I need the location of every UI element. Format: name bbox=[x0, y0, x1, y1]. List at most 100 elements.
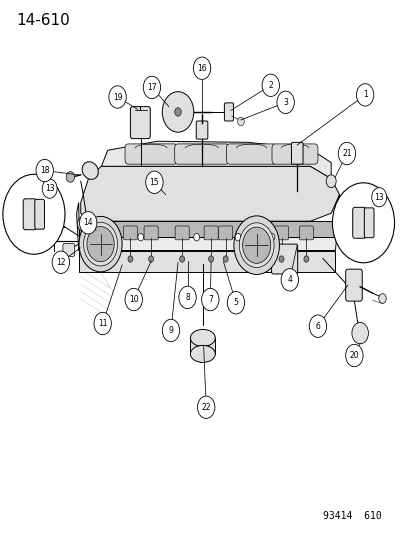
Circle shape bbox=[201, 288, 218, 311]
Circle shape bbox=[174, 108, 181, 116]
FancyBboxPatch shape bbox=[363, 208, 373, 238]
Text: 13: 13 bbox=[45, 184, 55, 193]
Circle shape bbox=[79, 216, 122, 272]
FancyBboxPatch shape bbox=[23, 199, 36, 230]
Polygon shape bbox=[101, 141, 330, 179]
Text: 4: 4 bbox=[287, 276, 292, 284]
Text: 1: 1 bbox=[362, 91, 367, 99]
Circle shape bbox=[303, 256, 308, 262]
Circle shape bbox=[87, 227, 114, 262]
Circle shape bbox=[268, 233, 274, 241]
Circle shape bbox=[52, 251, 69, 273]
Circle shape bbox=[109, 86, 126, 108]
Circle shape bbox=[261, 74, 279, 96]
FancyBboxPatch shape bbox=[174, 144, 228, 164]
Ellipse shape bbox=[82, 161, 98, 180]
Circle shape bbox=[162, 319, 179, 342]
Circle shape bbox=[276, 91, 294, 114]
Text: 22: 22 bbox=[201, 403, 210, 411]
Text: 14: 14 bbox=[83, 219, 93, 227]
Circle shape bbox=[138, 233, 143, 241]
Circle shape bbox=[79, 212, 97, 234]
Circle shape bbox=[208, 256, 213, 262]
Text: 9: 9 bbox=[168, 326, 173, 335]
Circle shape bbox=[128, 256, 133, 262]
Circle shape bbox=[145, 171, 163, 193]
Text: 2: 2 bbox=[268, 81, 273, 90]
FancyBboxPatch shape bbox=[125, 144, 177, 164]
Circle shape bbox=[309, 315, 326, 337]
Circle shape bbox=[223, 256, 228, 262]
Circle shape bbox=[345, 344, 362, 367]
Circle shape bbox=[378, 294, 385, 303]
Circle shape bbox=[3, 174, 65, 254]
Circle shape bbox=[125, 288, 142, 311]
Circle shape bbox=[94, 312, 111, 335]
Circle shape bbox=[332, 183, 394, 263]
Circle shape bbox=[42, 179, 57, 198]
FancyBboxPatch shape bbox=[291, 142, 302, 164]
Circle shape bbox=[162, 92, 193, 132]
Text: 8: 8 bbox=[185, 293, 190, 302]
Circle shape bbox=[193, 57, 210, 79]
Polygon shape bbox=[81, 166, 339, 221]
Polygon shape bbox=[190, 338, 215, 354]
Polygon shape bbox=[78, 251, 335, 272]
FancyBboxPatch shape bbox=[271, 244, 297, 274]
Text: 17: 17 bbox=[147, 83, 157, 92]
Text: 7: 7 bbox=[207, 295, 212, 304]
Text: 18: 18 bbox=[40, 166, 49, 175]
Ellipse shape bbox=[190, 345, 215, 362]
Circle shape bbox=[179, 256, 184, 262]
Circle shape bbox=[356, 84, 373, 106]
Text: 20: 20 bbox=[349, 351, 358, 360]
Circle shape bbox=[325, 175, 335, 188]
FancyBboxPatch shape bbox=[123, 226, 137, 240]
Text: 3: 3 bbox=[282, 98, 287, 107]
FancyBboxPatch shape bbox=[345, 269, 361, 301]
Ellipse shape bbox=[190, 329, 215, 346]
FancyBboxPatch shape bbox=[204, 226, 218, 240]
Circle shape bbox=[178, 286, 196, 309]
Circle shape bbox=[148, 256, 153, 262]
Circle shape bbox=[239, 223, 273, 268]
Text: 5: 5 bbox=[233, 298, 238, 307]
Text: 16: 16 bbox=[197, 64, 206, 72]
Circle shape bbox=[278, 256, 283, 262]
Circle shape bbox=[351, 322, 368, 344]
FancyBboxPatch shape bbox=[130, 107, 150, 139]
Text: 21: 21 bbox=[342, 149, 351, 158]
Text: 19: 19 bbox=[112, 93, 122, 101]
Text: 12: 12 bbox=[56, 258, 65, 266]
Circle shape bbox=[77, 217, 88, 231]
Circle shape bbox=[197, 396, 214, 418]
Circle shape bbox=[83, 222, 117, 266]
Circle shape bbox=[66, 172, 74, 182]
FancyBboxPatch shape bbox=[226, 144, 276, 164]
FancyBboxPatch shape bbox=[63, 244, 74, 256]
FancyBboxPatch shape bbox=[271, 144, 317, 164]
FancyBboxPatch shape bbox=[35, 199, 44, 229]
FancyBboxPatch shape bbox=[352, 207, 365, 238]
Circle shape bbox=[237, 117, 244, 126]
Circle shape bbox=[233, 216, 279, 274]
FancyBboxPatch shape bbox=[196, 121, 207, 139]
Circle shape bbox=[193, 233, 199, 241]
FancyBboxPatch shape bbox=[175, 226, 189, 240]
FancyBboxPatch shape bbox=[274, 226, 288, 240]
Text: 15: 15 bbox=[149, 178, 159, 187]
Polygon shape bbox=[79, 221, 339, 237]
Circle shape bbox=[235, 233, 240, 241]
Circle shape bbox=[36, 159, 53, 182]
FancyBboxPatch shape bbox=[224, 103, 233, 121]
Polygon shape bbox=[76, 195, 339, 251]
Circle shape bbox=[337, 142, 355, 165]
FancyBboxPatch shape bbox=[144, 226, 158, 240]
Text: 93414  610: 93414 610 bbox=[322, 511, 381, 521]
Text: 14-610: 14-610 bbox=[17, 13, 70, 28]
Circle shape bbox=[242, 227, 270, 263]
FancyBboxPatch shape bbox=[218, 226, 232, 240]
Text: 6: 6 bbox=[315, 322, 320, 330]
Circle shape bbox=[371, 188, 386, 207]
Circle shape bbox=[227, 292, 244, 314]
